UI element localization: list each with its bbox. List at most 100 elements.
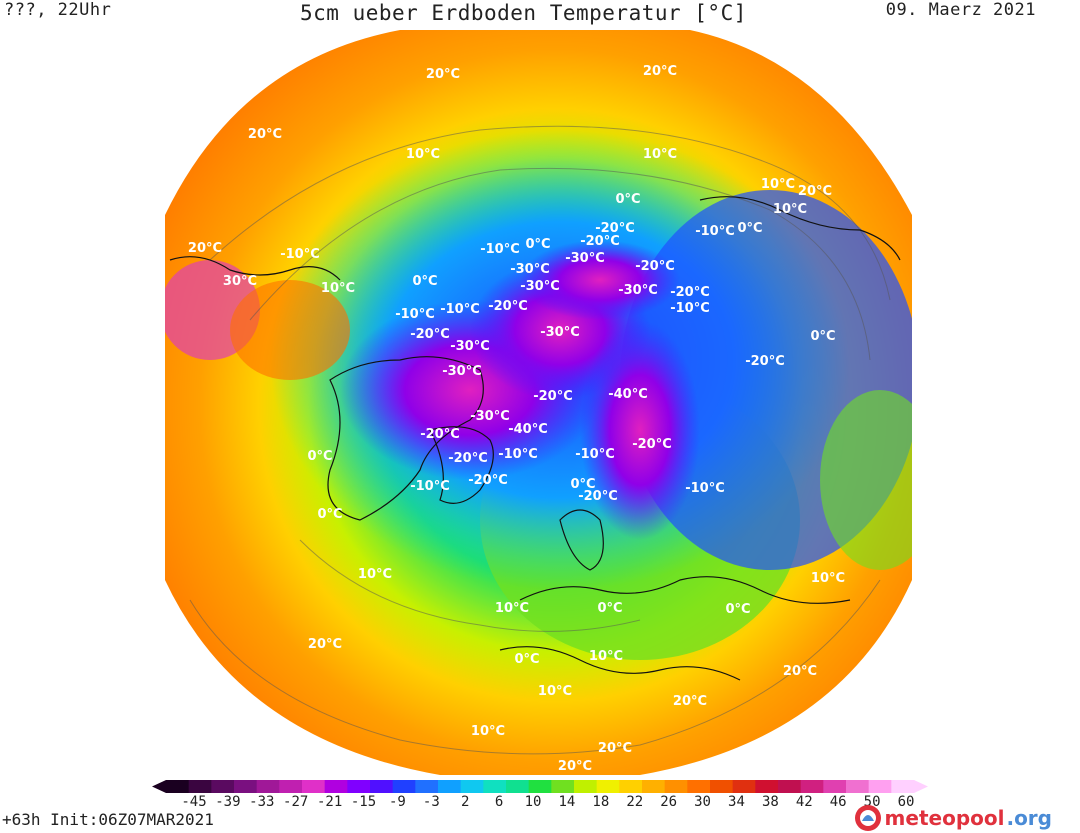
scale-swatch bbox=[846, 780, 870, 793]
scale-swatch bbox=[710, 780, 734, 793]
isotherm-label: 10°C bbox=[773, 202, 807, 217]
scale-tick-label: 10 bbox=[524, 794, 542, 810]
scale-swatch bbox=[642, 780, 666, 793]
isotherm-label: 20°C bbox=[598, 741, 632, 756]
scale-tick-label: -15 bbox=[350, 794, 377, 810]
isotherm-label: 20°C bbox=[426, 67, 460, 82]
scale-swatch bbox=[302, 780, 326, 793]
isotherm-label: -30°C bbox=[618, 283, 658, 298]
isotherm-label: 30°C bbox=[223, 274, 257, 289]
isotherm-label: 10°C bbox=[406, 147, 440, 162]
scale-swatch bbox=[392, 780, 416, 793]
isotherm-labels: 20°C 20°C20°C10°C 10°C10°C 20°C0°C-20°C-10°… bbox=[188, 64, 845, 774]
scale-swatch bbox=[619, 780, 643, 793]
scale-swatch bbox=[211, 780, 235, 793]
scale-swatch bbox=[370, 780, 394, 793]
isotherm-label: -10°C bbox=[575, 447, 615, 462]
isotherm-label: -30°C bbox=[510, 262, 550, 277]
isotherm-label: -30°C bbox=[540, 325, 580, 340]
scale-tick-label: -21 bbox=[316, 794, 343, 810]
scale-tick-label: 26 bbox=[660, 794, 678, 810]
isotherm-label: 0°C bbox=[725, 602, 750, 617]
scale-tick-label: -33 bbox=[249, 794, 275, 810]
isotherm-label: 10°C bbox=[643, 147, 677, 162]
isotherm-label: 20°C bbox=[248, 127, 282, 142]
brand-name: meteopool bbox=[884, 806, 1005, 830]
scale-swatch bbox=[234, 780, 258, 793]
isotherm-label: 20°C bbox=[783, 664, 817, 679]
isotherm-label: -30°C bbox=[450, 339, 490, 354]
isotherm-label: -10°C bbox=[695, 224, 735, 239]
scale-swatch bbox=[755, 780, 779, 793]
scale-swatch bbox=[664, 780, 688, 793]
isotherm-label: -20°C bbox=[670, 285, 710, 300]
scale-tick-label: -9 bbox=[388, 794, 406, 810]
scale-swatch bbox=[528, 780, 552, 793]
scale-tick-label: -39 bbox=[215, 794, 241, 810]
map-title: 5cm ueber Erdboden Temperatur [°C] bbox=[300, 1, 747, 25]
forecast-date: 09. Maerz 2021 bbox=[885, 0, 1036, 20]
isotherm-label: 20°C bbox=[643, 64, 677, 79]
isotherm-label: -20°C bbox=[632, 437, 672, 452]
scale-tick-label: -45 bbox=[181, 794, 207, 810]
scale-tick-label: -3 bbox=[422, 794, 440, 810]
color-scale-bar bbox=[152, 780, 928, 793]
isotherm-label: 0°C bbox=[514, 652, 539, 667]
isotherm-label: 0°C bbox=[412, 274, 437, 289]
isotherm-label: -20°C bbox=[745, 354, 785, 369]
isotherm-label: -10°C bbox=[480, 242, 520, 257]
scale-tick-label: 42 bbox=[795, 794, 813, 810]
isotherm-label: 10°C bbox=[471, 724, 505, 739]
isotherm-label: 0°C bbox=[307, 449, 332, 464]
scale-swatch bbox=[596, 780, 620, 793]
scale-tick-label: 2 bbox=[461, 794, 470, 810]
isotherm-label: -20°C bbox=[580, 234, 620, 249]
scale-swatch bbox=[460, 780, 484, 793]
scale-tick-label: 18 bbox=[592, 794, 610, 810]
scale-tick-label: 14 bbox=[558, 794, 576, 810]
isotherm-label: -10°C bbox=[280, 247, 320, 262]
scale-swatch bbox=[483, 780, 507, 793]
isotherm-label: -30°C bbox=[565, 251, 605, 266]
isotherm-label: 0°C bbox=[525, 237, 550, 252]
scale-swatch bbox=[347, 780, 371, 793]
isotherm-label: 20°C bbox=[558, 759, 592, 774]
isotherm-label: -10°C bbox=[670, 301, 710, 316]
isotherm-label: -20°C bbox=[635, 259, 675, 274]
scale-swatch bbox=[188, 780, 212, 793]
scale-swatch bbox=[891, 780, 915, 793]
scale-tick-label: 6 bbox=[494, 794, 504, 810]
isotherm-label: 10°C bbox=[589, 649, 623, 664]
isotherm-label: 0°C bbox=[615, 192, 640, 207]
isotherm-label: 20°C bbox=[308, 637, 342, 652]
scale-swatch bbox=[823, 780, 847, 793]
scale-swatch bbox=[506, 780, 530, 793]
scale-arrow-max bbox=[914, 780, 928, 793]
scale-swatch bbox=[279, 780, 303, 793]
scale-swatch bbox=[800, 780, 824, 793]
isotherm-label: -20°C bbox=[468, 473, 508, 488]
isotherm-label: -40°C bbox=[508, 422, 548, 437]
scale-tick-label: 22 bbox=[626, 794, 644, 810]
isotherm-label: 20°C bbox=[673, 694, 707, 709]
scale-swatch bbox=[574, 780, 598, 793]
isotherm-label: -20°C bbox=[578, 489, 618, 504]
scale-tick-label: 60 bbox=[897, 794, 915, 810]
scale-swatch bbox=[732, 780, 756, 793]
isotherm-label: 20°C bbox=[188, 241, 222, 256]
meteopool-logo-icon bbox=[854, 805, 881, 831]
scale-tick-label: 38 bbox=[761, 794, 779, 810]
scale-swatch bbox=[256, 780, 280, 793]
isotherm-label: 20°C bbox=[798, 184, 832, 199]
isotherm-label: -40°C bbox=[608, 387, 648, 402]
brand-logo-group[interactable]: meteopool .org bbox=[853, 803, 1052, 833]
scale-tick-label: 46 bbox=[829, 794, 847, 810]
isotherm-label: -20°C bbox=[448, 451, 488, 466]
isotherm-label: 0°C bbox=[810, 329, 835, 344]
isotherm-label: -10°C bbox=[410, 479, 450, 494]
isotherm-label: 10°C bbox=[761, 177, 795, 192]
isotherm-label: -20°C bbox=[420, 427, 460, 442]
isotherm-label: -30°C bbox=[520, 279, 560, 294]
isotherm-label: -30°C bbox=[470, 409, 510, 424]
